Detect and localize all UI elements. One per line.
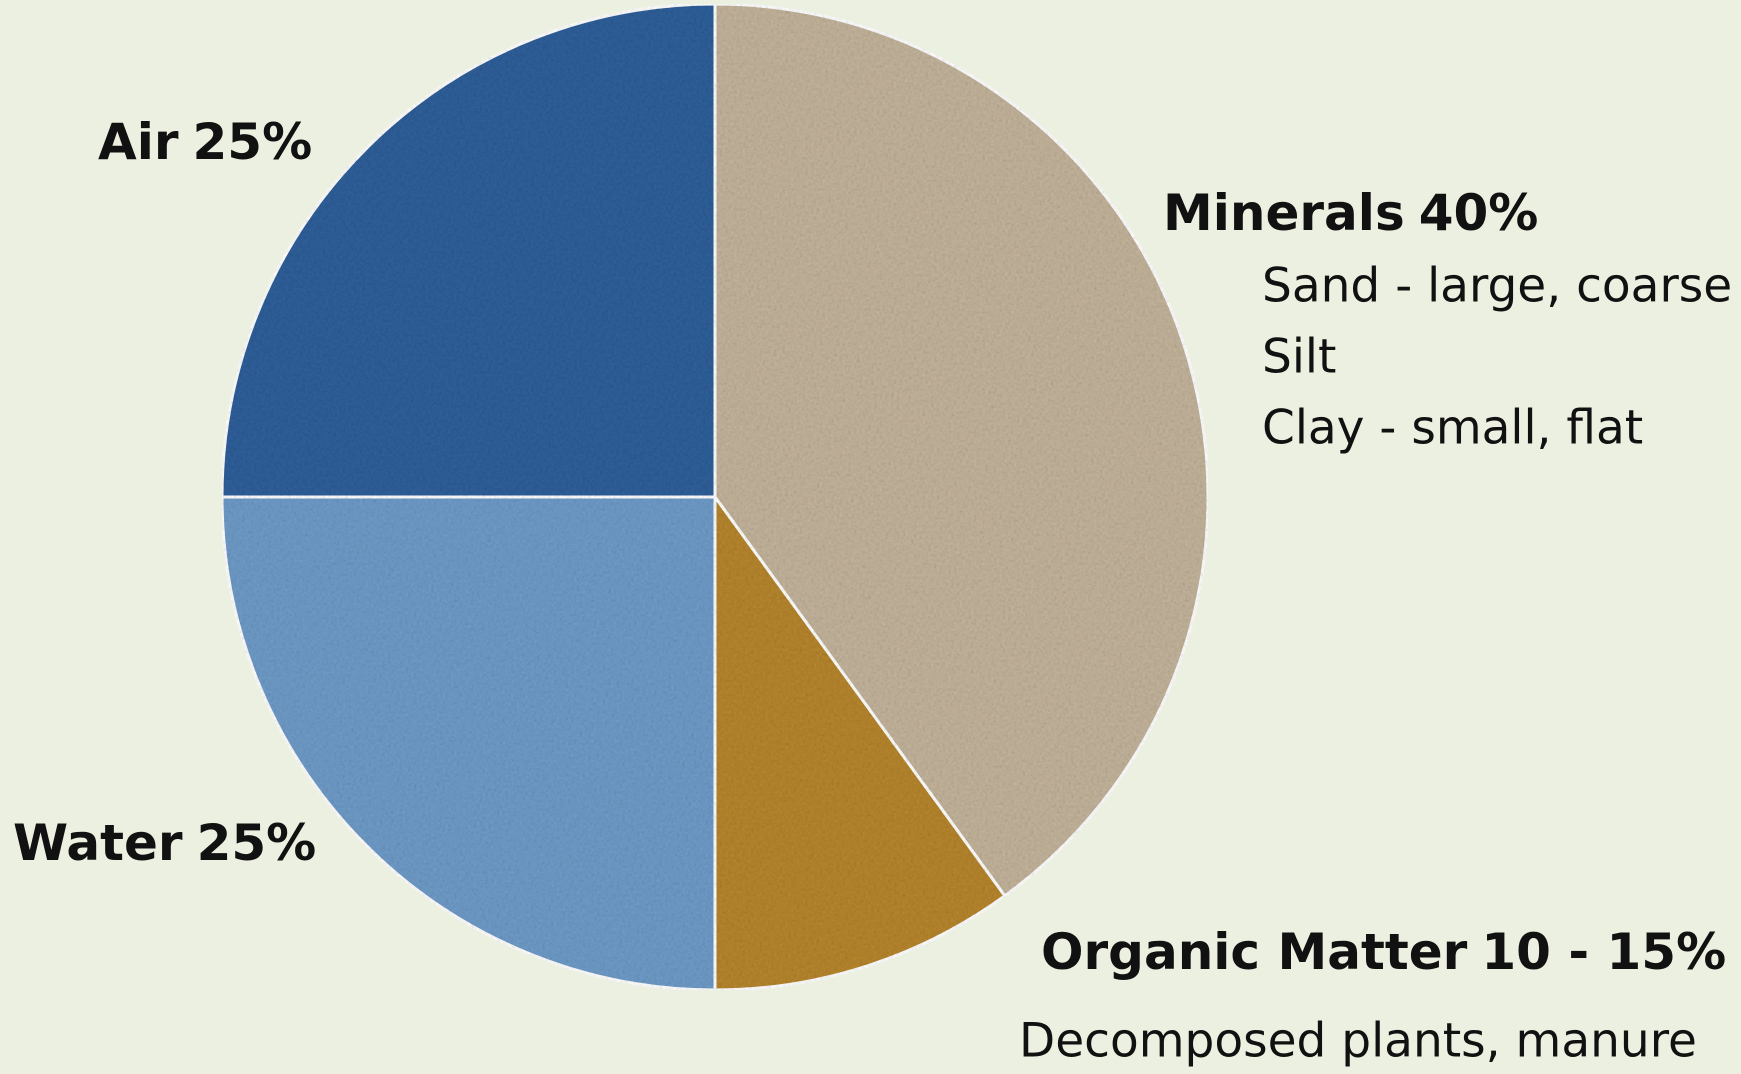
pie-slice [713,2,1210,898]
detail-text: Sand - large, coarse [1262,259,1732,314]
value-label: 25% [193,113,313,171]
slice-label: Air 25% [98,113,312,171]
detail-text: Silt [1262,330,1336,385]
category-name: Minerals [1163,184,1405,242]
detail-text: Decomposed plants, manure [1019,1014,1697,1069]
slice-label: Water 25% [13,814,316,872]
category-name: Water [13,814,183,872]
pie-slice [220,2,717,499]
slice-label: Minerals 40% [1163,184,1538,242]
category-name: Air [98,113,179,171]
pie-slice [713,492,1007,992]
pie-slice [220,495,717,992]
pie [220,2,1210,992]
detail-text: Clay - small, flat [1262,401,1643,456]
value-label: 10 - 15% [1481,923,1726,981]
value-label: 40% [1419,184,1539,242]
value-label: 25% [197,814,317,872]
slice-label: Organic Matter 10 - 15% [1041,923,1726,981]
category-name: Organic Matter [1041,923,1468,981]
